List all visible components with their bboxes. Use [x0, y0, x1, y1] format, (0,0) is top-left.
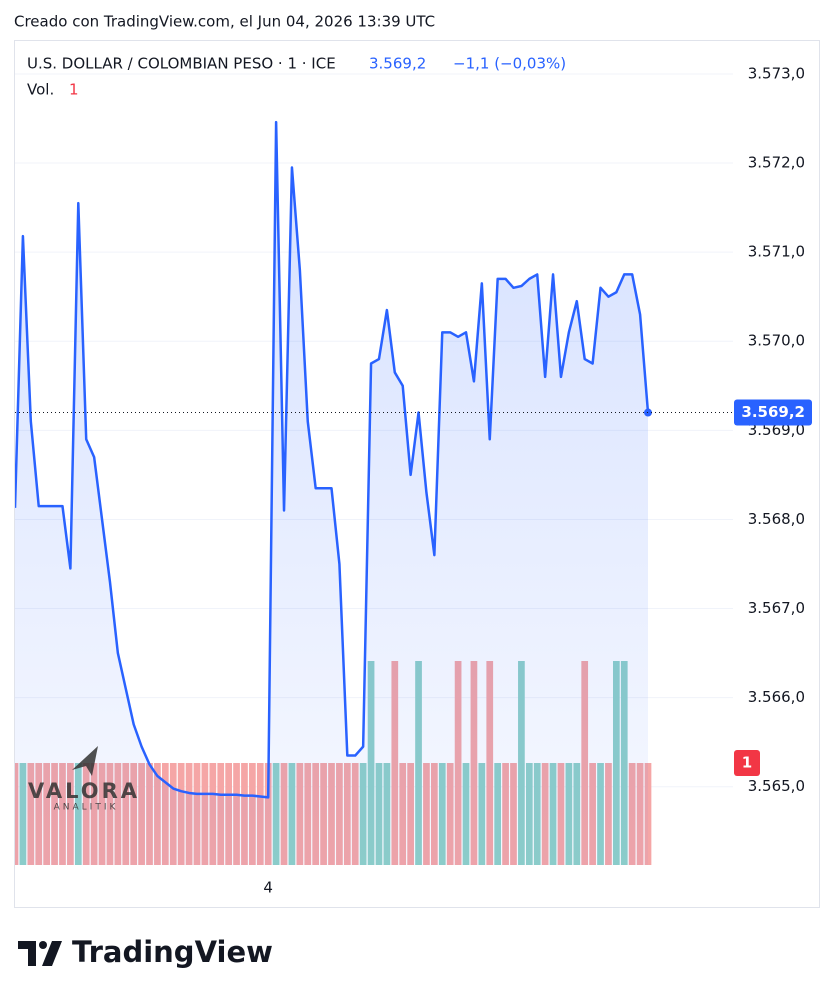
volume-legend: Vol. [27, 81, 54, 99]
legend-symbol: U.S. DOLLAR / COLOMBIAN PESO · 1 · ICE [27, 55, 336, 73]
legend-change: −1,1 (−0,03%) [453, 55, 566, 73]
last-price-badge [734, 399, 812, 426]
y-tick-label: 3.566,0 [748, 688, 805, 706]
x-tick-label: 4 [263, 879, 273, 897]
watermark-name: VALORA [28, 779, 140, 803]
y-tick-label: 3.568,0 [748, 510, 805, 528]
pane-border [14, 40, 820, 908]
y-tick-label: 3.570,0 [748, 332, 805, 350]
volume-badge [734, 750, 760, 776]
volume-badge-label: 1 [742, 754, 752, 772]
last-price-label: 3.569,2 [741, 403, 805, 421]
footer-text: TradingView [72, 935, 273, 969]
header: Creado con TradingView.com, el Jun 04, 2… [14, 13, 435, 31]
legend-price: 3.569,2 [369, 55, 426, 73]
y-tick-label: 3.573,0 [748, 64, 805, 82]
logo-mark [18, 941, 36, 966]
volume-legend-value: 1 [69, 81, 79, 99]
watermark-icon [72, 746, 98, 776]
y-tick-label: 3.565,0 [748, 777, 805, 795]
price-line [15, 120, 650, 799]
logo-mark [42, 941, 62, 966]
y-tick-label: 3.567,0 [748, 599, 805, 617]
watermark-sub: ANALITIK [54, 803, 119, 813]
watermark: VALORA ANALITIK [28, 746, 140, 813]
y-tick-label: 3.571,0 [748, 243, 805, 261]
footer-logo: TradingView [18, 935, 273, 969]
y-tick-label: 3.572,0 [748, 154, 805, 172]
logo-dot [39, 941, 47, 949]
